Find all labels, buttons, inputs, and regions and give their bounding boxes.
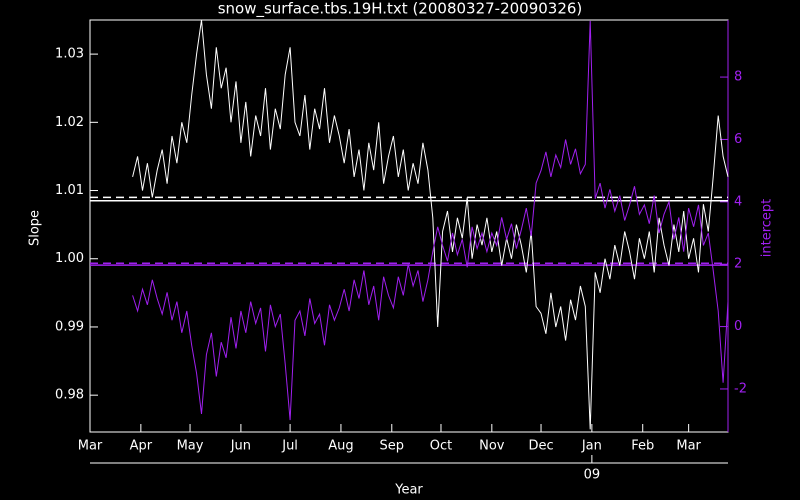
series-line xyxy=(132,20,729,421)
y2-tick-label: 0 xyxy=(734,319,742,334)
y-tick-label: 0.99 xyxy=(55,319,84,334)
y-tick-label: 1.02 xyxy=(55,115,84,130)
x-tick-label: Nov xyxy=(479,439,505,454)
x-tick-label: Mar xyxy=(676,439,701,454)
x-tick-label: Jan xyxy=(581,439,602,454)
x-tick-label: Jul xyxy=(281,439,298,454)
chart-title: snow_surface.tbs.19H.txt (20080327-20090… xyxy=(218,0,583,19)
plot-frame xyxy=(89,19,729,433)
x-tick-label: Apr xyxy=(130,439,153,454)
x2-tick-label: 09 xyxy=(584,468,601,483)
y-tick-label: 0.98 xyxy=(55,388,84,403)
x-tick-label: Oct xyxy=(430,439,452,454)
series-line xyxy=(132,19,729,430)
y2-tick-label: 4 xyxy=(734,194,742,209)
x-axis-title: Year xyxy=(394,483,423,498)
x-tick-label: Sep xyxy=(380,439,405,454)
y-tick-label: 1.00 xyxy=(55,251,84,266)
x-tick-label: Aug xyxy=(328,439,353,454)
y2-tick-label: 8 xyxy=(734,70,742,85)
y2-tick-label: 2 xyxy=(734,257,742,272)
x-tick-label: Jun xyxy=(230,439,251,454)
x-tick-label: Dec xyxy=(528,439,553,454)
y-axis-title: Slope xyxy=(28,210,43,246)
y-tick-label: 1.01 xyxy=(55,183,84,198)
x-tick-label: Mar xyxy=(78,439,103,454)
y2-tick-label: -2 xyxy=(734,381,747,396)
y-tick-label: 1.03 xyxy=(55,47,84,62)
y2-axis-title: intercept xyxy=(760,199,775,258)
x-tick-label: May xyxy=(177,439,204,454)
y2-tick-label: 6 xyxy=(734,132,742,147)
x-tick-label: Feb xyxy=(631,439,654,454)
